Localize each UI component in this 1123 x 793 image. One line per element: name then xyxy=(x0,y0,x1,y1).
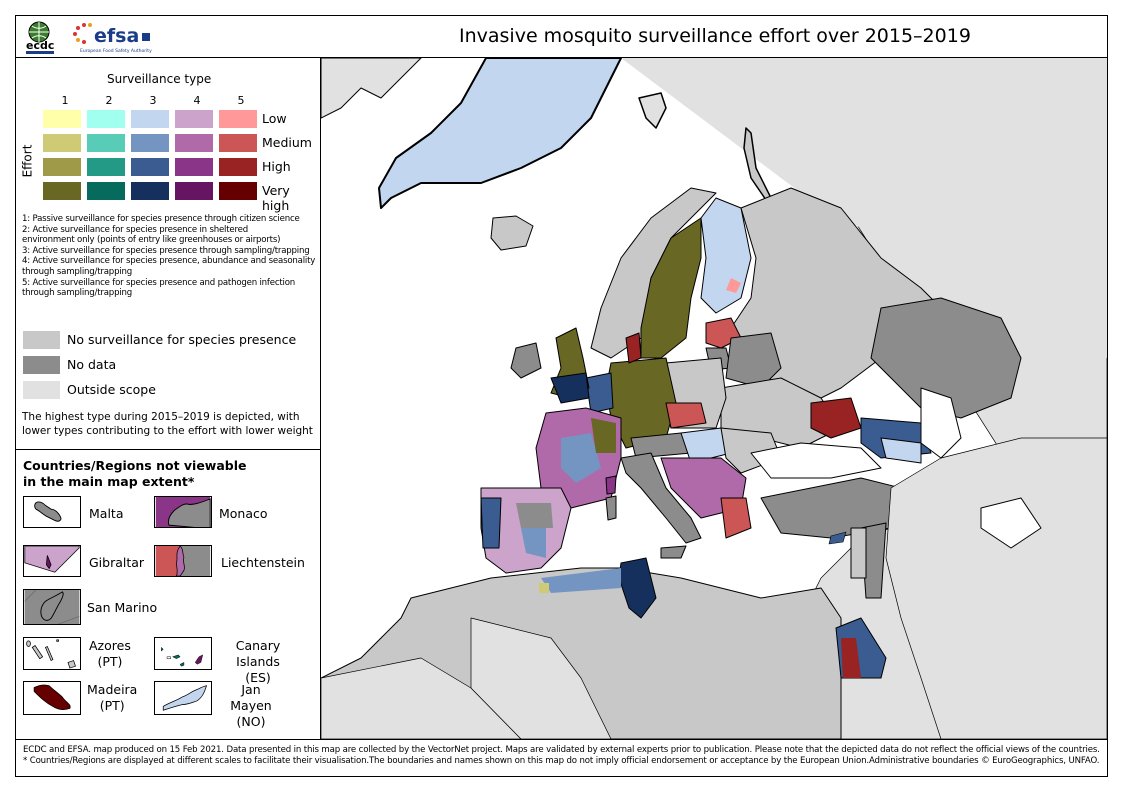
swatch-type5-very-high xyxy=(219,182,257,200)
inset-label-malta: Malta xyxy=(89,506,124,521)
swatch-type4-medium xyxy=(175,134,213,152)
swatch-type3-very-high xyxy=(131,182,169,200)
definition-line: environment only (points of entry like g… xyxy=(22,235,281,246)
swatch-type1-low xyxy=(43,110,81,128)
effort-very-high-label: Very high xyxy=(262,183,290,213)
outside-scope-label: Outside scope xyxy=(67,382,156,397)
inset-madeira xyxy=(23,681,81,715)
swatch-type5-high xyxy=(219,158,257,176)
swatch-type1-very-high xyxy=(43,182,81,200)
outside-scope-swatch xyxy=(23,381,60,399)
no-surveillance-swatch xyxy=(23,331,60,349)
inset-label-san-marino: San Marino xyxy=(87,600,158,615)
svg-text:efsa: efsa xyxy=(94,25,139,47)
swatch-type2-low xyxy=(87,110,125,128)
inset-label-canary-islands: Canary Islands (ES) xyxy=(219,638,297,686)
definition-line: through sampling/trapping xyxy=(22,266,133,277)
effort-axis-label: Effort xyxy=(20,144,35,178)
inset-liechtenstein xyxy=(154,545,212,577)
type-1-header: 1 xyxy=(61,94,69,107)
inset-label-line: Azores xyxy=(89,638,131,653)
inset-malta xyxy=(23,496,81,528)
legend-panel: Surveillance type 1 2 3 4 5 Effort Low M… xyxy=(15,58,321,739)
insets-title-line: in the main map extent* xyxy=(23,474,195,489)
effort-medium-label: Medium xyxy=(262,135,312,150)
ecdc-logo: ecdc xyxy=(24,19,60,55)
inset-label-line: Canary Islands xyxy=(235,638,281,669)
legend-note: The highest type during 2015–2019 is dep… xyxy=(22,410,313,438)
map-frame xyxy=(15,15,1108,777)
header: ecdc efsa European Food Safety Authority… xyxy=(15,15,1108,58)
effort-low-label: Low xyxy=(262,111,287,126)
footer-line-2: * Countries/Regions are displayed at dif… xyxy=(23,755,1100,766)
definition-line: 5: Active surveillance for species prese… xyxy=(22,277,296,288)
inset-label-liechtenstein: Liechtenstein xyxy=(221,555,305,570)
swatch-type2-very-high xyxy=(87,182,125,200)
inset-label-jan-mayen: Jan Mayen (NO) xyxy=(219,682,283,730)
no-data-swatch xyxy=(23,356,60,374)
swatch-type5-medium xyxy=(219,134,257,152)
map-canvas xyxy=(321,58,1107,739)
footer-line-1: ECDC and EFSA. map produced on 15 Feb 20… xyxy=(23,745,1100,755)
inset-label-line: (NO) xyxy=(236,714,266,729)
swatch-type3-medium xyxy=(131,134,169,152)
swatch-type1-medium xyxy=(43,134,81,152)
type-4-header: 4 xyxy=(193,94,201,107)
inset-label-monaco: Monaco xyxy=(219,506,268,521)
footer-disclaimer: ECDC and EFSA. map produced on 15 Feb 20… xyxy=(15,739,1108,777)
inset-canary-islands xyxy=(154,637,212,670)
note-line: The highest type during 2015–2019 is dep… xyxy=(22,411,300,423)
no-surveillance-label: No surveillance for species presence xyxy=(67,332,297,347)
swatch-type3-low xyxy=(131,110,169,128)
inset-label-azores: Azores (PT) xyxy=(89,638,131,670)
type-5-header: 5 xyxy=(237,94,245,107)
swatch-type4-very-high xyxy=(175,182,213,200)
type-3-header: 3 xyxy=(149,94,157,107)
efsa-logo: efsa European Food Safety Authority xyxy=(70,20,160,54)
inset-label-line: Madeira xyxy=(87,682,138,697)
map-title: Invasive mosquito surveillance effort ov… xyxy=(459,25,971,47)
insets-title: Countries/Regions not viewable in the ma… xyxy=(23,458,247,490)
no-data-label: No data xyxy=(67,357,117,372)
swatch-type4-high xyxy=(175,158,213,176)
inset-label-line: Jan Mayen xyxy=(230,682,272,713)
definition-line: 1: Passive surveillance for species pres… xyxy=(22,214,300,224)
effort-high-label: High xyxy=(262,159,291,174)
inset-monaco xyxy=(154,496,212,528)
inset-jan-mayen xyxy=(154,681,212,715)
surveillance-map[interactable] xyxy=(321,58,1107,739)
insets-title-line: Countries/Regions not viewable xyxy=(23,458,247,473)
swatch-type4-low xyxy=(175,110,213,128)
inset-gibraltar xyxy=(23,545,81,577)
definition-line: 3: Active surveillance for species prese… xyxy=(22,245,310,256)
inset-label-line: (PT) xyxy=(99,698,125,713)
definition-line: 2: Active surveillance for species prese… xyxy=(22,224,248,235)
type-2-header: 2 xyxy=(105,94,113,107)
definition-line: through sampling/trapping xyxy=(22,288,133,299)
type-definitions: 1: Passive surveillance for species pres… xyxy=(22,214,320,299)
inset-azores xyxy=(23,637,81,670)
swatch-type1-high xyxy=(43,158,81,176)
swatch-type2-high xyxy=(87,158,125,176)
legend-divider xyxy=(15,449,320,450)
inset-label-madeira: Madeira (PT) xyxy=(87,682,137,714)
inset-label-line: (ES) xyxy=(245,670,271,685)
inset-label-gibraltar: Gibraltar xyxy=(89,555,145,570)
swatch-type5-low xyxy=(219,110,257,128)
swatch-type2-medium xyxy=(87,134,125,152)
surveillance-type-title: Surveillance type xyxy=(107,72,212,86)
svg-text:ecdc: ecdc xyxy=(26,39,54,52)
inset-label-line: (PT) xyxy=(97,654,123,669)
note-line: lower types contributing to the effort w… xyxy=(22,425,313,437)
swatch-type3-high xyxy=(131,158,169,176)
definition-line: 4: Active surveillance for species prese… xyxy=(22,256,316,267)
svg-text:European Food Safety Authority: European Food Safety Authority xyxy=(80,48,152,54)
inset-san-marino xyxy=(23,589,81,625)
